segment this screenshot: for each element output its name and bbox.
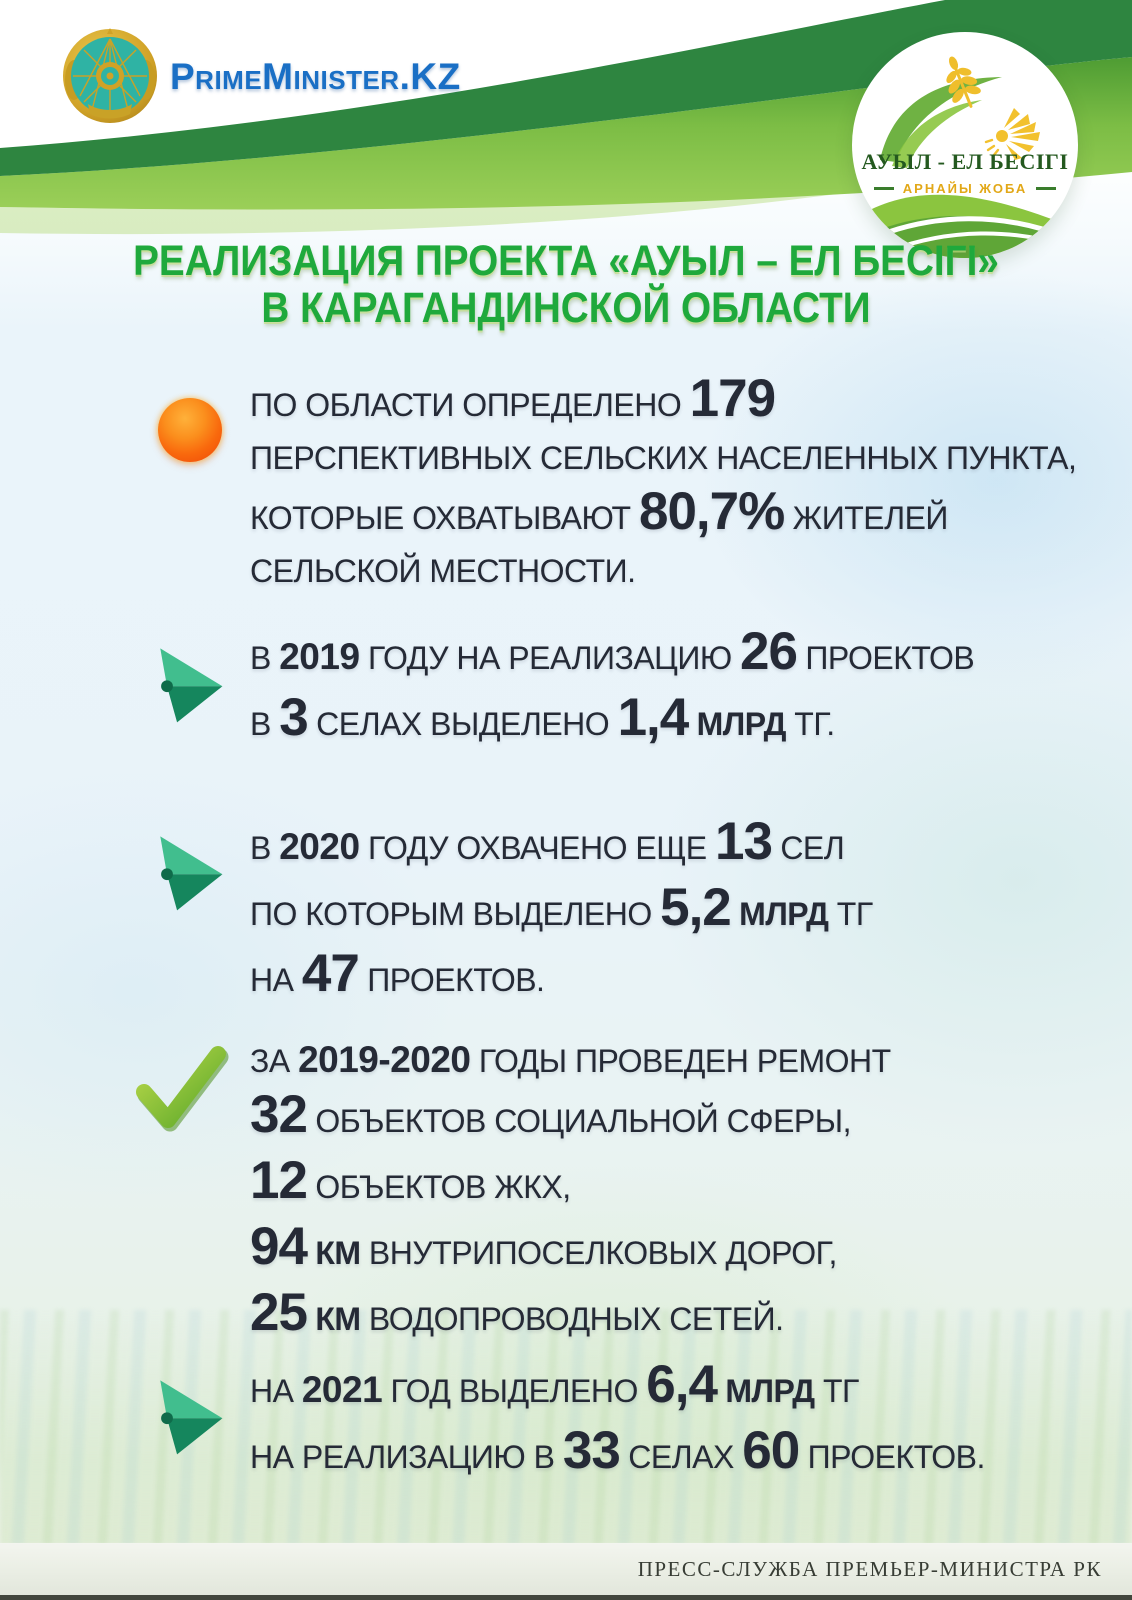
- bullet-line: 12 ОБЪЕКТОВ ЖКХ,: [250, 1151, 571, 1210]
- bullet-text: В 2020 ГОДУ ОХВАЧЕНО ЕЩЕ 13 СЕЛ ПО КОТОРЫ…: [250, 815, 1010, 1013]
- badge-subtitle-row: АРНАЙЫ ЖОБА: [852, 181, 1078, 196]
- page-title: РЕАЛИЗАЦИЯ ПРОЕКТА «АУЫЛ – ЕЛ БЕСІГІ» В …: [89, 238, 1043, 332]
- badge-left-dash: [873, 187, 894, 190]
- bullet-line: В 2019 ГОДУ НА РЕАЛИЗАЦИЮ 26 ПРОЕКТОВ: [250, 622, 975, 681]
- bullet-line: СЕЛЬСКОЙ МЕСТНОСТИ.: [250, 553, 636, 589]
- badge-right-dash: [1036, 187, 1057, 190]
- bullet-line: ПО ОБЛАСТИ ОПРЕДЕЛЕНО 179: [250, 369, 776, 428]
- wave-decoration: [0, 0, 1132, 235]
- kazakhstan-emblem-icon: [63, 28, 157, 123]
- bullet-line: 94 КМ ВНУТРИПОСЕЛКОВЫХ ДОРОГ,: [250, 1217, 837, 1276]
- bullet-text: ЗА 2019-2020 ГОДЫ ПРОВЕДЕН РЕМОНТ 32 ОБЪЕ…: [250, 1040, 1010, 1352]
- green-arrow-icon: [160, 648, 223, 723]
- page-title-line2: В КАРАГАНДИНСКОЙ ОБЛАСТИ: [261, 284, 871, 332]
- green-arrow-icon: [160, 1380, 223, 1455]
- bottom-edge-line: [0, 1595, 1132, 1600]
- orange-dot-icon: [158, 398, 222, 462]
- bullet-line: 25 КМ ВОДОПРОВОДНЫХ СЕТЕЙ.: [250, 1283, 784, 1342]
- bullet-line: В 3 СЕЛАХ ВЫДЕЛЕНО 1,4 МЛРД ТГ.: [250, 688, 835, 747]
- brand-title: PrimeMinister.KZ: [170, 56, 461, 97]
- bullet-line: НА 47 ПРОЕКТОВ.: [250, 944, 545, 1003]
- bullet-text: В 2019 ГОДУ НА РЕАЛИЗАЦИЮ 26 ПРОЕКТОВ В 3…: [250, 625, 1010, 757]
- bullet-line: ПЕРСПЕКТИВНЫХ СЕЛЬСКИХ НАСЕЛЕННЫХ ПУНКТА…: [250, 440, 1077, 476]
- badge-subtitle: АРНАЙЫ ЖОБА: [902, 181, 1028, 196]
- project-badge: АУЫЛ - ЕЛ БЕСІГІ АРНАЙЫ ЖОБА: [852, 32, 1078, 258]
- bullet-line: КОТОРЫЕ ОХВАТЫВАЮТ 80,7% ЖИТЕЛЕЙ: [250, 482, 948, 541]
- footer-credit: ПРЕСС-СЛУЖБА ПРЕМЬЕР-МИНИСТРА РК: [637, 1557, 1102, 1581]
- green-check-icon: [136, 1046, 229, 1132]
- bullet-text: ПО ОБЛАСТИ ОПРЕДЕЛЕНО 179 ПЕРСПЕКТИВНЫХ С…: [250, 369, 1077, 598]
- bullet-text: НА 2021 ГОД ВЫДЕЛЕНО 6,4 МЛРД ТГ НА РЕАЛИ…: [250, 1358, 1010, 1490]
- bullet-line: ЗА 2019-2020 ГОДЫ ПРОВЕДЕН РЕМОНТ: [250, 1039, 891, 1080]
- wheat-sun-leaves-icon: [852, 56, 1078, 258]
- bullet-line: В 2020 ГОДУ ОХВАЧЕНО ЕЩЕ 13 СЕЛ: [250, 812, 845, 871]
- bullet-line: 32 ОБЪЕКТОВ СОЦИАЛЬНОЙ СФЕРЫ,: [250, 1085, 851, 1144]
- page-title-line1: РЕАЛИЗАЦИЯ ПРОЕКТА «АУЫЛ – ЕЛ БЕСІГІ»: [133, 237, 999, 285]
- footer-bar: ПРЕСС-СЛУЖБА ПРЕМЬЕР-МИНИСТРА РК: [0, 1543, 1132, 1600]
- badge-title: АУЫЛ - ЕЛ БЕСІГІ: [861, 149, 1069, 174]
- bullet-line: НА 2021 ГОД ВЫДЕЛЕНО 6,4 МЛРД ТГ: [250, 1355, 859, 1414]
- bullet-line: ПО КОТОРЫМ ВЫДЕЛЕНО 5,2 МЛРД ТГ: [250, 878, 873, 937]
- bullet-line: НА РЕАЛИЗАЦИЮ В 33 СЕЛАХ 60 ПРОЕКТОВ.: [250, 1421, 985, 1480]
- green-arrow-icon: [160, 836, 223, 911]
